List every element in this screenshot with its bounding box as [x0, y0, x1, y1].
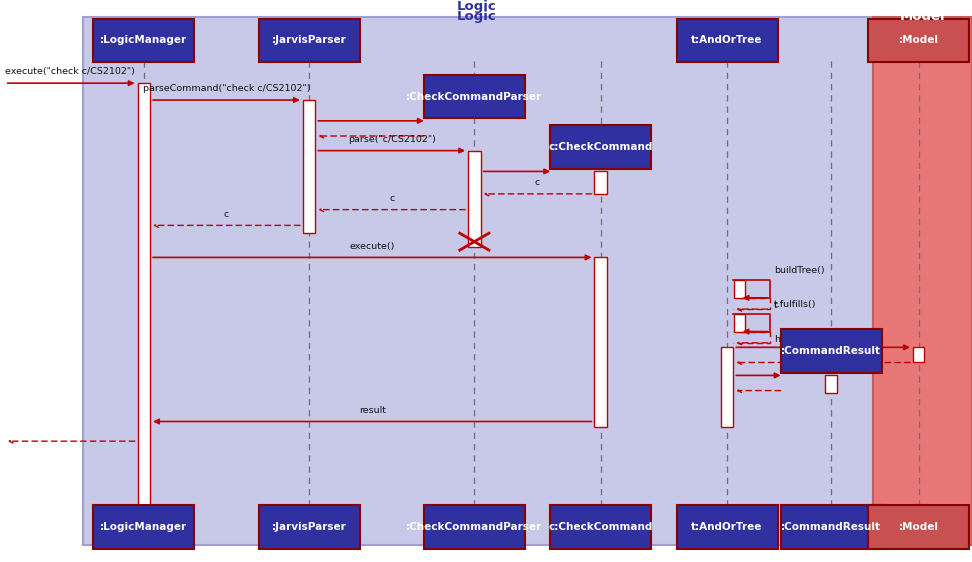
FancyBboxPatch shape	[595, 257, 607, 427]
Text: hasFulfilled: hasFulfilled	[774, 335, 828, 344]
FancyBboxPatch shape	[550, 505, 651, 549]
Text: result: result	[359, 406, 386, 415]
FancyBboxPatch shape	[469, 151, 480, 247]
FancyBboxPatch shape	[424, 505, 525, 549]
Text: :JarvisParser: :JarvisParser	[272, 522, 346, 532]
FancyBboxPatch shape	[677, 505, 778, 549]
FancyBboxPatch shape	[303, 100, 315, 233]
FancyBboxPatch shape	[824, 375, 838, 393]
Text: execute(): execute()	[350, 242, 395, 251]
FancyBboxPatch shape	[781, 329, 882, 373]
Text: :JarvisParser: :JarvisParser	[272, 35, 346, 46]
FancyBboxPatch shape	[93, 505, 194, 549]
Text: :CheckCommandParser: :CheckCommandParser	[406, 522, 542, 532]
FancyBboxPatch shape	[595, 171, 607, 194]
Text: c: c	[389, 194, 395, 203]
Text: parse("c/CS2102"): parse("c/CS2102")	[348, 135, 435, 144]
FancyBboxPatch shape	[734, 280, 746, 298]
FancyBboxPatch shape	[868, 19, 969, 62]
FancyBboxPatch shape	[424, 75, 525, 119]
FancyBboxPatch shape	[550, 125, 651, 169]
Text: Model: Model	[900, 0, 945, 13]
Text: c: c	[224, 210, 229, 219]
Text: :LogicManager: :LogicManager	[100, 522, 188, 532]
Text: :CheckCommandParser: :CheckCommandParser	[406, 92, 542, 102]
Text: t:AndOrTree: t:AndOrTree	[691, 522, 763, 532]
Text: execute("check c/CS2102"): execute("check c/CS2102")	[5, 67, 135, 76]
Text: buildTree(): buildTree()	[774, 266, 825, 275]
FancyBboxPatch shape	[83, 17, 873, 545]
FancyBboxPatch shape	[781, 505, 882, 549]
FancyBboxPatch shape	[259, 505, 360, 549]
Text: c: c	[535, 178, 540, 187]
Text: Logic: Logic	[457, 0, 496, 13]
Text: c:CheckCommand: c:CheckCommand	[548, 522, 653, 532]
FancyBboxPatch shape	[873, 17, 972, 545]
Text: c:CheckCommand: c:CheckCommand	[548, 142, 653, 152]
FancyBboxPatch shape	[913, 347, 924, 362]
FancyBboxPatch shape	[677, 19, 778, 62]
FancyBboxPatch shape	[259, 19, 360, 62]
FancyBboxPatch shape	[734, 314, 746, 332]
Text: :LogicManager: :LogicManager	[100, 35, 188, 46]
Text: t:AndOrTree: t:AndOrTree	[691, 35, 763, 46]
Text: :Model: :Model	[898, 522, 939, 532]
Text: Model: Model	[900, 10, 945, 24]
Text: checkCourse(): checkCourse()	[789, 332, 857, 341]
FancyBboxPatch shape	[868, 505, 969, 549]
Text: :Model: :Model	[898, 35, 939, 46]
Text: :CommandResult: :CommandResult	[781, 522, 881, 532]
Text: Logic: Logic	[457, 10, 496, 24]
FancyBboxPatch shape	[138, 83, 150, 522]
FancyBboxPatch shape	[93, 19, 194, 62]
Text: :CommandResult: :CommandResult	[781, 346, 881, 356]
FancyBboxPatch shape	[721, 347, 734, 427]
Text: parseCommand("check c/CS2102"): parseCommand("check c/CS2102")	[143, 84, 310, 93]
Text: t.fulfills(): t.fulfills()	[774, 300, 816, 309]
Text: t: t	[774, 301, 778, 310]
